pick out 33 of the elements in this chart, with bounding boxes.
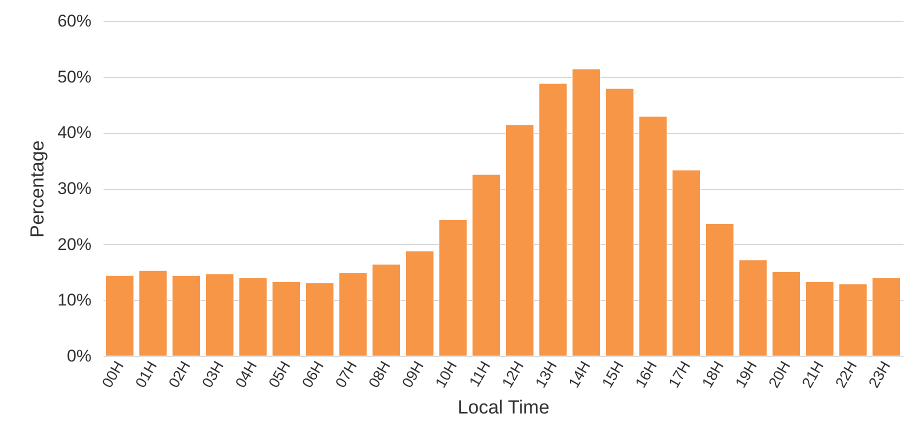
- y-tick-label: 40%: [57, 123, 92, 142]
- bar: [805, 281, 834, 356]
- y-axis-title: Percentage: [27, 140, 48, 238]
- bar: [338, 272, 368, 356]
- y-tick-label: 20%: [57, 234, 92, 254]
- bar: [772, 271, 801, 356]
- bar: [672, 170, 701, 356]
- bar: [372, 264, 401, 356]
- bar: [138, 270, 168, 356]
- bar: [605, 88, 634, 356]
- bar: [438, 220, 468, 356]
- bar: [638, 116, 668, 356]
- bar: [538, 83, 568, 356]
- y-tick-label: 50%: [57, 67, 92, 86]
- x-axis-title: Local Time: [458, 397, 550, 418]
- y-tick-label: 30%: [57, 179, 92, 198]
- bar: [472, 174, 501, 356]
- bar: [705, 223, 734, 356]
- bar: [305, 282, 334, 356]
- bar: [738, 260, 768, 356]
- bar: [105, 275, 134, 356]
- bar: [872, 278, 901, 356]
- bar: [205, 274, 234, 356]
- bar: [505, 124, 534, 356]
- bar: [838, 284, 868, 356]
- bar: [405, 250, 434, 356]
- bar: [172, 275, 201, 356]
- bar: [572, 68, 601, 356]
- y-tick-label: 60%: [57, 12, 92, 30]
- bar: [272, 281, 301, 356]
- y-tick-label: 0%: [66, 346, 92, 366]
- y-tick-label: 10%: [57, 290, 92, 310]
- bar: [238, 278, 268, 356]
